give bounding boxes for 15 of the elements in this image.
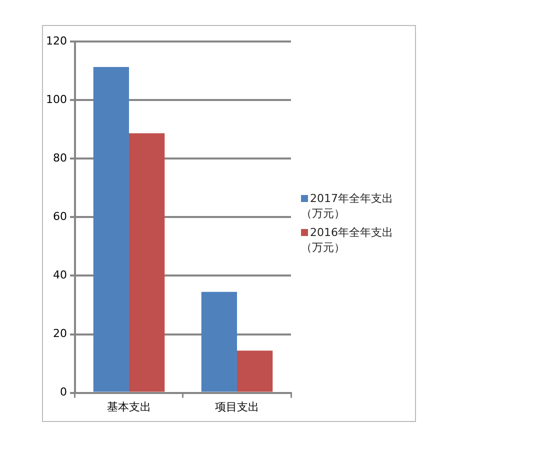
y-tick-label: 0 [60,386,67,399]
bar [128,133,165,392]
legend-label: 2016年全年支出（万元） [301,225,394,255]
y-tick-label: 60 [52,210,67,224]
x-tick-label: 基本支出 [106,400,151,414]
bar [201,292,237,392]
y-tick-label: 20 [52,327,67,340]
x-tick-label: 项目支出 [215,400,259,414]
legend-label: 2017年全年支出（万元） [301,191,394,221]
bar [93,67,129,392]
y-tick-label: 40 [52,268,67,282]
y-tick-label: 120 [46,34,67,48]
bar [237,350,273,392]
y-tick-label: 80 [52,152,67,165]
y-tick-label: 100 [46,92,67,106]
